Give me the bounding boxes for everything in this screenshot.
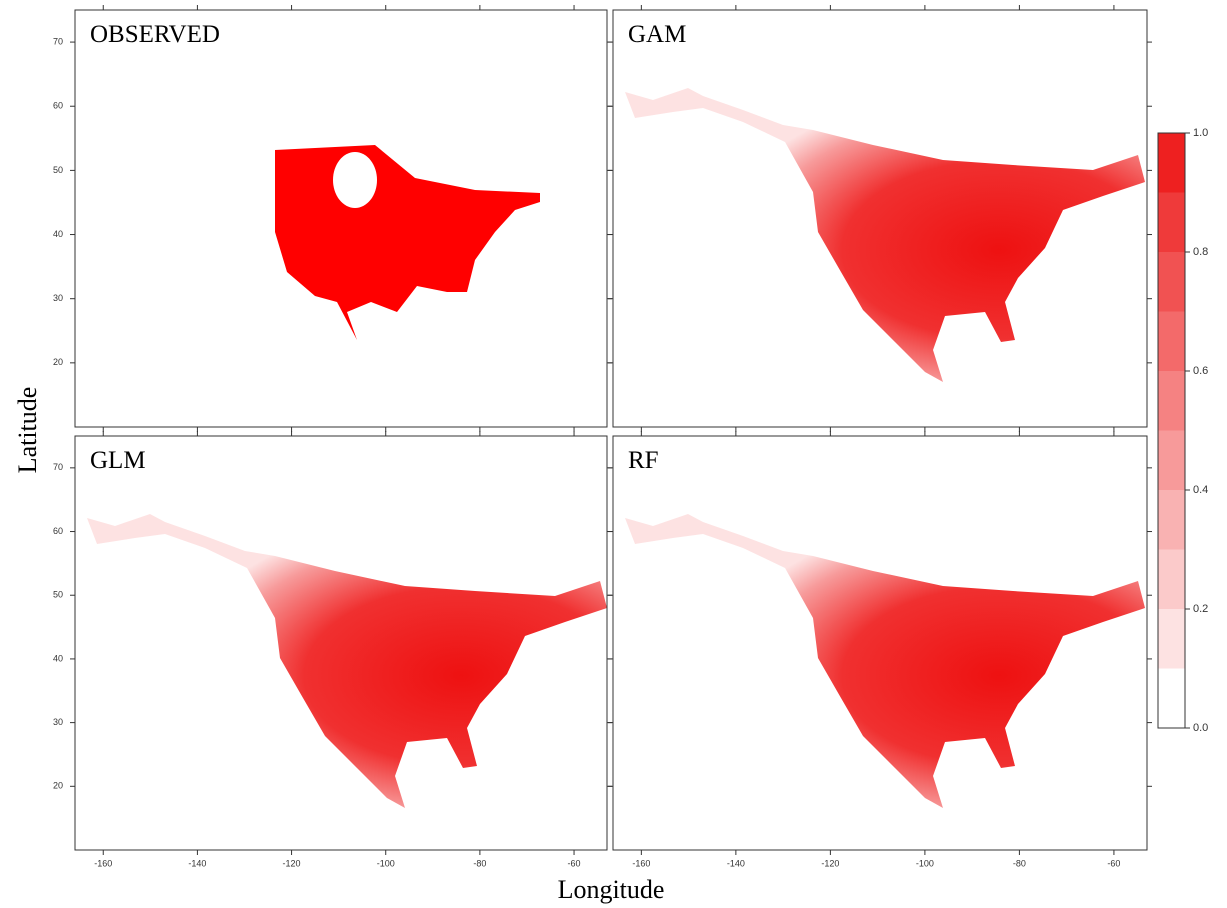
colorbar-band [1158, 668, 1185, 728]
colorbar-tick-label: 0.6 [1193, 365, 1208, 377]
y-tick-label: 30 [53, 293, 63, 303]
y-tick-label: 70 [53, 36, 63, 46]
x-axis-label: Longitude [558, 875, 665, 904]
map-gam [625, 88, 1145, 382]
map-rf [625, 514, 1145, 808]
x-tick-label: -60 [1107, 858, 1120, 868]
colorbar-tick-label: 0.2 [1193, 603, 1208, 615]
panel-title: GAM [628, 21, 686, 48]
map-observed [275, 145, 540, 340]
panel-frame [612, 9, 1148, 428]
colorbar-band [1158, 549, 1185, 609]
x-tick-label: -140 [727, 858, 745, 868]
y-tick-label: 20 [53, 357, 63, 367]
x-tick-label: -120 [283, 858, 301, 868]
colorbar-band [1158, 609, 1185, 669]
panel-title: RF [628, 447, 659, 474]
x-tick-label: -160 [632, 858, 650, 868]
map-glm [87, 514, 607, 808]
y-tick-label: 30 [53, 717, 63, 727]
panel-title: OBSERVED [90, 21, 220, 48]
y-tick-label: 60 [53, 526, 63, 536]
colorbar-tick-label: 0.0 [1193, 722, 1208, 734]
panel-title: GLM [90, 447, 146, 474]
colorbar-band [1158, 490, 1185, 550]
colorbar-band [1158, 311, 1185, 371]
colorbar-frame [1157, 132, 1186, 729]
x-tick-label: -80 [1013, 858, 1026, 868]
x-tick-label: -100 [916, 858, 934, 868]
y-tick-label: 70 [53, 462, 63, 472]
colorbar-band [1158, 371, 1185, 431]
x-tick-label: -160 [94, 858, 112, 868]
colorbar-tick-label: 1.0 [1193, 127, 1208, 139]
colorbar-tick-label: 0.8 [1193, 246, 1208, 258]
x-tick-label: -60 [568, 858, 581, 868]
y-tick-label: 50 [53, 165, 63, 175]
panel-frame [612, 435, 1148, 851]
y-tick-label: 40 [53, 229, 63, 239]
y-tick-label: 20 [53, 781, 63, 791]
y-tick-label: 50 [53, 590, 63, 600]
panel-frame [74, 9, 608, 428]
colorbar-tick-label: 0.4 [1193, 484, 1208, 496]
panel-frame [74, 435, 608, 851]
x-tick-label: -140 [188, 858, 206, 868]
colorbar-band [1158, 430, 1185, 490]
colorbar-band [1158, 133, 1185, 193]
y-tick-label: 60 [53, 101, 63, 111]
y-axis-label: Latitude [13, 387, 42, 474]
x-tick-label: -120 [821, 858, 839, 868]
x-tick-label: -100 [377, 858, 395, 868]
colorbar-band [1158, 252, 1185, 312]
x-tick-label: -80 [473, 858, 486, 868]
y-tick-label: 40 [53, 653, 63, 663]
colorbar-band [1158, 192, 1185, 252]
